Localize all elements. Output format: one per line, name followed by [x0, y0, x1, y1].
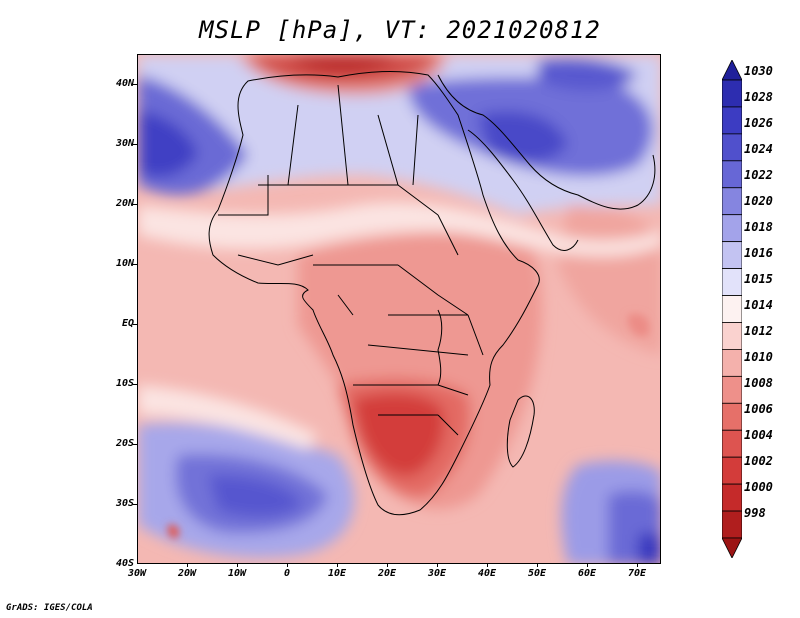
- lon-label-30w: 30W: [127, 568, 147, 579]
- lat-label-10s: 10S: [115, 378, 134, 389]
- colorbar-label-1016: 1016: [744, 246, 773, 260]
- lon-tick: [187, 563, 188, 567]
- lat-label-30n: 30N: [115, 138, 134, 149]
- lon-label-50e: 50E: [527, 568, 547, 579]
- lat-tick: [133, 264, 137, 265]
- colorbar-segment: [722, 456, 742, 485]
- colorbar-label-1012: 1012: [744, 324, 773, 338]
- lat-tick: [133, 324, 137, 325]
- lon-tick: [487, 563, 488, 567]
- lon-tick: [437, 563, 438, 567]
- lon-label-40e: 40E: [477, 568, 497, 579]
- colorbar-segment: [722, 322, 742, 350]
- lat-tick: [133, 384, 137, 385]
- lat-label-20n: 20N: [115, 198, 134, 209]
- colorbar-bottom-arrow: [722, 537, 742, 558]
- colorbar-segment: [722, 295, 742, 323]
- lon-label-10e: 10E: [327, 568, 347, 579]
- colorbar-label-1004: 1004: [744, 428, 773, 442]
- lat-label-30s: 30S: [115, 498, 134, 509]
- colorbar-segment: [722, 375, 742, 404]
- lat-label-40n: 40N: [115, 78, 134, 89]
- colorbar-segment: [722, 349, 742, 377]
- lon-label-30e: 30E: [427, 568, 447, 579]
- colorbar-segment: [722, 79, 742, 108]
- lat-tick: [133, 204, 137, 205]
- colorbar-label-1022: 1022: [744, 168, 773, 182]
- lat-label-eq: EQ: [121, 318, 134, 329]
- lat-tick: [133, 84, 137, 85]
- colorbar-label-1018: 1018: [744, 220, 773, 234]
- colorbar-label-1015: 1015: [744, 272, 773, 286]
- colorbar-label-1014: 1014: [744, 298, 773, 312]
- lat-tick: [133, 144, 137, 145]
- colorbar-label-1024: 1024: [744, 142, 773, 156]
- colorbar-segment: [722, 402, 742, 431]
- lat-tick: [133, 444, 137, 445]
- lat-label-10n: 10N: [115, 258, 134, 269]
- lon-tick: [637, 563, 638, 567]
- colorbar-segment: [722, 214, 742, 243]
- lon-label-10w: 10W: [227, 568, 247, 579]
- colorbar-segment: [722, 187, 742, 216]
- lon-tick: [337, 563, 338, 567]
- lon-tick: [287, 563, 288, 567]
- lon-tick: [237, 563, 238, 567]
- coastline: [208, 70, 656, 516]
- colorbar-label-1008: 1008: [744, 376, 773, 390]
- colorbar-segment: [722, 106, 742, 135]
- map-panel: [137, 54, 661, 564]
- lon-tick: [537, 563, 538, 567]
- colorbar-label-998: 998: [744, 506, 766, 520]
- lat-label-20s: 20S: [115, 438, 134, 449]
- lon-label-0: 0: [283, 568, 291, 579]
- colorbar: [722, 60, 742, 558]
- colorbar-label-1010: 1010: [744, 350, 773, 364]
- colorbar-segment: [722, 160, 742, 189]
- colorbar-label-1030: 1030: [744, 64, 773, 78]
- lat-tick: [133, 504, 137, 505]
- colorbar-segment: [722, 241, 742, 269]
- colorbar-top-arrow: [722, 60, 742, 81]
- grads-credit: GrADS: IGES/COLA: [6, 603, 93, 613]
- colorbar-label-1026: 1026: [744, 116, 773, 130]
- colorbar-label-1002: 1002: [744, 454, 773, 468]
- colorbar-segment: [722, 510, 742, 539]
- colorbar-segment: [722, 429, 742, 458]
- lon-tick: [387, 563, 388, 567]
- colorbar-label-1000: 1000: [744, 480, 773, 494]
- colorbar-segment: [722, 133, 742, 162]
- lon-label-70e: 70E: [627, 568, 647, 579]
- lon-label-20w: 20W: [177, 568, 197, 579]
- lon-label-60e: 60E: [577, 568, 597, 579]
- lon-label-20e: 20E: [377, 568, 397, 579]
- colorbar-label-1006: 1006: [744, 402, 773, 416]
- lon-tick: [587, 563, 588, 567]
- colorbar-label-1028: 1028: [744, 90, 773, 104]
- lat-label-40s: 40S: [115, 558, 134, 569]
- map-title: MSLP [hPa], VT: 2021020812: [199, 16, 601, 44]
- pressure-field: [138, 55, 660, 563]
- colorbar-segment: [722, 268, 742, 296]
- colorbar-label-1020: 1020: [744, 194, 773, 208]
- colorbar-segment: [722, 483, 742, 512]
